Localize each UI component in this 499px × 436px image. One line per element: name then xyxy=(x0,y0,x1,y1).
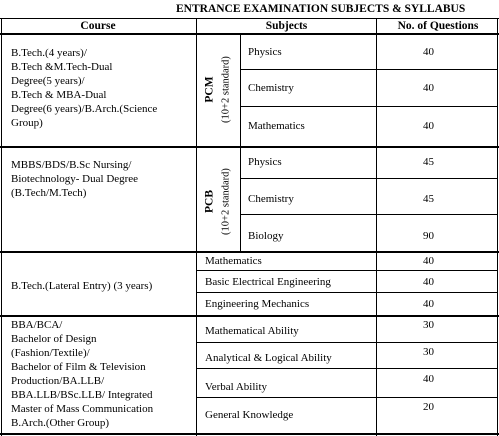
rule xyxy=(196,368,497,369)
course-line: (Fashion/Textile)/ xyxy=(11,347,90,359)
subject-name: Physics xyxy=(248,46,282,58)
subject-name: General Knowledge xyxy=(205,409,294,421)
course-line: BBA/BCA/ xyxy=(11,319,63,331)
course-line: B.Tech.(4 years)/ xyxy=(11,47,87,59)
course-line: Bachelor of Design xyxy=(11,333,97,345)
course-line: Degree(5 years)/ xyxy=(11,75,85,87)
course-line: Group) xyxy=(11,117,43,129)
rule xyxy=(240,148,241,251)
subject-name: Mathematics xyxy=(248,120,305,132)
rule xyxy=(240,34,241,146)
rule xyxy=(240,106,497,107)
course-line: B.Tech & MBA-Dual xyxy=(11,89,107,101)
stream-label: PCB xyxy=(203,190,216,213)
rule xyxy=(240,69,497,70)
question-count: 20 xyxy=(423,401,434,413)
rule xyxy=(196,18,197,436)
question-count: 40 xyxy=(423,82,434,94)
subject-name: Mathematical Ability xyxy=(205,325,299,337)
subject-name: Verbal Ability xyxy=(205,381,268,393)
rule xyxy=(0,251,499,253)
subject-name: Mathematics xyxy=(205,255,262,267)
question-count: 40 xyxy=(423,255,434,267)
subject-name: Physics xyxy=(248,156,282,168)
stream-sublabel: (10+2 standard) xyxy=(220,168,232,235)
subject-name: Analytical & Logical Ability xyxy=(205,352,332,364)
course-line: B.Arch.(Other Group) xyxy=(11,417,110,429)
rule xyxy=(196,270,497,271)
rule xyxy=(0,18,499,19)
course-line: Biotechnology- Dual Degree xyxy=(11,173,139,185)
subject-name: Chemistry xyxy=(248,82,294,94)
rule xyxy=(196,342,497,343)
rule xyxy=(1,18,2,436)
table-title: ENTRANCE EXAMINATION SUBJECTS & SYLLABUS xyxy=(176,3,466,15)
question-count: 45 xyxy=(423,156,434,168)
course-line: Production/BA.LLB/ xyxy=(11,375,105,387)
question-count: 30 xyxy=(423,346,434,358)
subject-name: Basic Electrical Engineering xyxy=(205,276,331,288)
course-line: Degree(6 years)/B.Arch.(Science xyxy=(11,103,158,115)
rule xyxy=(240,178,497,179)
stream-sublabel: (10+2 standard) xyxy=(220,56,232,123)
question-count: 40 xyxy=(423,373,434,385)
rule xyxy=(0,146,499,148)
course-line: MBBS/BDS/B.Sc Nursing/ xyxy=(11,159,132,171)
rule xyxy=(497,18,498,436)
header-course: Course xyxy=(80,20,116,32)
header-subjects: Subjects xyxy=(265,20,308,32)
rule xyxy=(0,33,499,35)
question-count: 40 xyxy=(423,298,434,310)
course-line: B.Tech.(Lateral Entry) (3 years) xyxy=(11,280,153,292)
question-count: 45 xyxy=(423,193,434,205)
course-line: Bachelor of Film & Television xyxy=(11,361,146,373)
course-line: BBA.LLB/BSc.LLB/ Integrated xyxy=(11,389,153,401)
course-line: Master of Mass Communication xyxy=(11,403,154,415)
course-line: B.Tech &M.Tech-Dual xyxy=(11,61,113,73)
question-count: 90 xyxy=(423,230,434,242)
rule xyxy=(196,292,497,293)
rule xyxy=(0,433,499,435)
stream-label: PCM xyxy=(203,76,216,103)
question-count: 40 xyxy=(423,120,434,132)
header-questions: No. of Questions xyxy=(397,20,479,32)
rule xyxy=(376,18,377,436)
rule xyxy=(196,397,497,398)
subject-name: Engineering Mechanics xyxy=(205,298,310,310)
subject-name: Chemistry xyxy=(248,193,294,205)
rule xyxy=(240,214,497,215)
subject-name: Biology xyxy=(248,230,284,242)
question-count: 40 xyxy=(423,46,434,58)
question-count: 30 xyxy=(423,319,434,331)
course-line: (B.Tech/M.Tech) xyxy=(11,187,87,199)
rule xyxy=(0,315,499,317)
question-count: 40 xyxy=(423,276,434,288)
